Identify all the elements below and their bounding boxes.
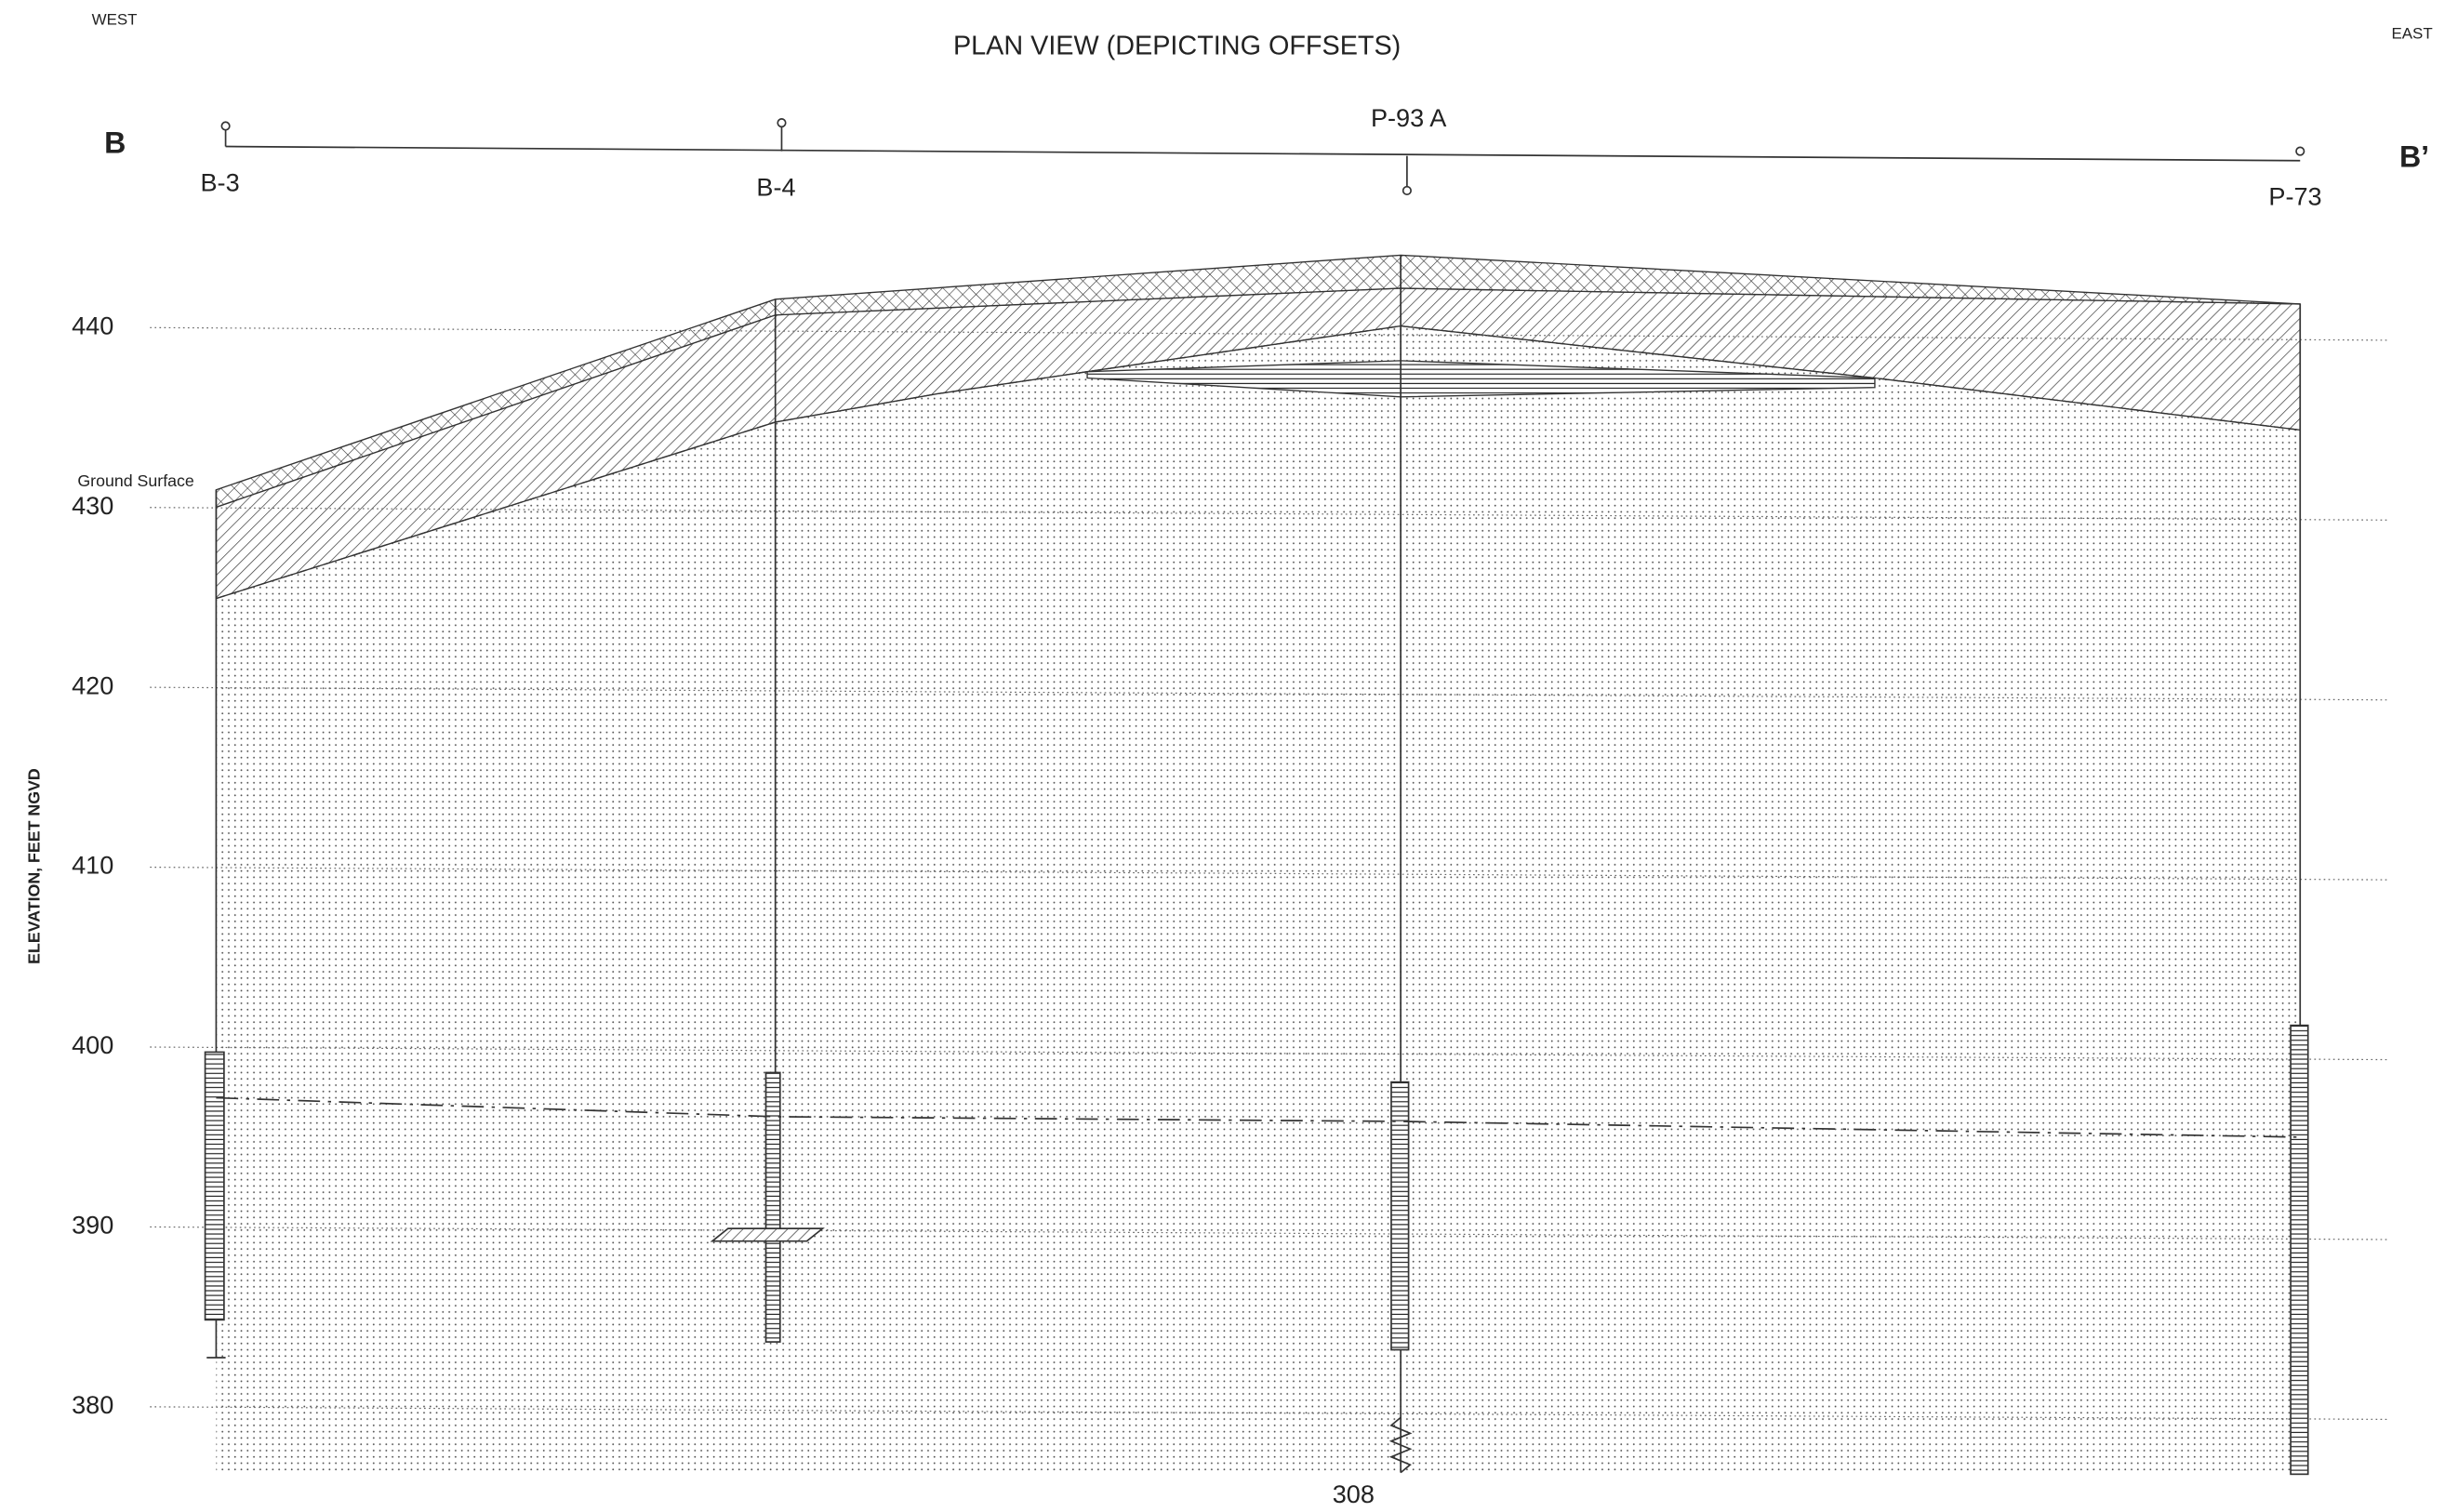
boring-label: P-73 bbox=[2268, 182, 2321, 211]
west-label: WEST bbox=[92, 10, 138, 28]
section-start: B bbox=[104, 126, 126, 159]
title: PLAN VIEW (DEPICTING OFFSETS) bbox=[953, 31, 1401, 60]
y-tick-label: 380 bbox=[72, 1390, 113, 1419]
borings bbox=[204, 255, 2309, 1476]
ground-surface-label: Ground Surface bbox=[77, 471, 194, 490]
y-tick-label: 430 bbox=[72, 491, 113, 520]
bottom-label: 308 bbox=[1333, 1479, 1375, 1508]
y-tick-label: 400 bbox=[72, 1030, 113, 1059]
axis-label: ELEVATION, FEET NGVD bbox=[24, 768, 43, 964]
plan-line bbox=[220, 118, 2305, 196]
y-tick-label: 440 bbox=[72, 311, 113, 339]
y-tick-label: 390 bbox=[72, 1211, 113, 1240]
east-label: EAST bbox=[2391, 25, 2432, 43]
section-end: B’ bbox=[2399, 140, 2429, 174]
y-tick-label: 410 bbox=[72, 851, 113, 880]
y-tick-label: 420 bbox=[72, 670, 113, 699]
boring-label: P-93 A bbox=[1371, 103, 1447, 132]
grid: 440 430 420 410 400 390 380 bbox=[72, 311, 2387, 1421]
boring-label: B-3 bbox=[200, 167, 239, 196]
soil-layers bbox=[215, 254, 2301, 1475]
boring-label: B-4 bbox=[756, 172, 795, 201]
